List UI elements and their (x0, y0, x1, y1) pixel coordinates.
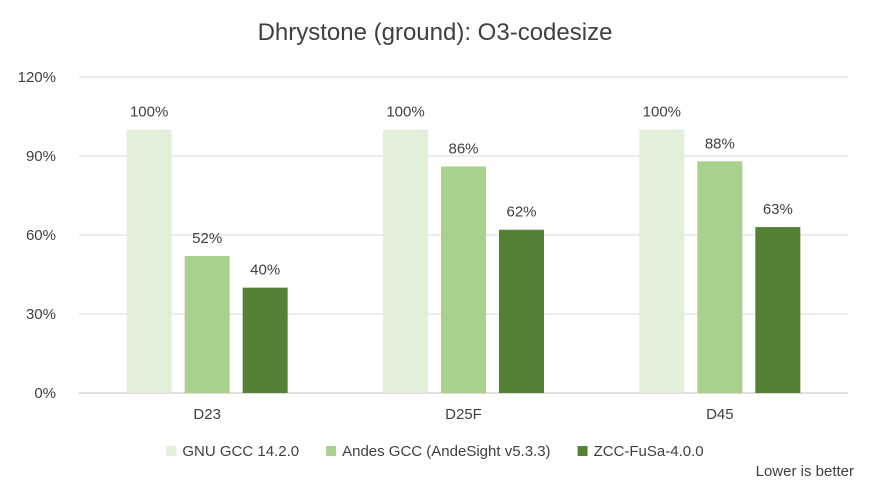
legend-swatch (166, 446, 177, 456)
x-axis-categories: D23 D25F D45 (193, 406, 733, 423)
chart-title: Dhrystone (ground): O3-codesize (258, 19, 613, 46)
y-tick-label: 30% (26, 306, 56, 323)
legend-label: GNU GCC 14.2.0 (182, 443, 299, 460)
bar-d25f-series-3 (499, 229, 544, 393)
category-label-d45: D45 (706, 406, 734, 423)
legend-swatch (577, 446, 588, 456)
bar-d45-series-1 (639, 129, 685, 393)
legend-swatch (326, 446, 337, 456)
bars (126, 129, 801, 393)
data-label: 86% (448, 141, 478, 158)
legend-label: Andes GCC (AndeSight v5.3.3) (342, 443, 550, 460)
data-label: 62% (506, 204, 536, 221)
y-axis-ticks: 0% 30% 60% 90% 120% (18, 69, 56, 402)
data-label: 100% (130, 104, 168, 121)
data-label: 100% (386, 104, 424, 121)
bar-d23-series-2 (184, 256, 230, 393)
y-tick-label: 90% (26, 148, 56, 165)
bar-d45-series-3 (755, 227, 801, 393)
legend-item-1: GNU GCC 14.2.0 (166, 443, 299, 460)
y-tick-label: 0% (34, 385, 56, 402)
category-label-d25f: D25F (445, 406, 482, 423)
data-label: 100% (643, 104, 681, 121)
bar-d23-series-1 (126, 129, 172, 393)
y-tick-label: 120% (18, 69, 56, 86)
category-label-d23: D23 (193, 406, 221, 423)
y-tick-label: 60% (26, 227, 56, 244)
bar-d25f-series-1 (383, 129, 428, 393)
data-label: 63% (763, 201, 793, 218)
data-label: 40% (250, 262, 280, 279)
data-labels: 100% 52% 40% 100% 86% 62% 100% 88% 63% (130, 104, 793, 279)
legend-item-3: ZCC-FuSa-4.0.0 (577, 443, 704, 460)
annotation-lower-is-better: Lower is better (756, 463, 854, 480)
bar-d45-series-2 (697, 161, 743, 393)
legend: GNU GCC 14.2.0 Andes GCC (AndeSight v5.3.… (166, 443, 704, 460)
data-label: 88% (705, 135, 735, 152)
legend-item-2: Andes GCC (AndeSight v5.3.3) (326, 443, 551, 460)
data-label: 52% (192, 230, 222, 247)
legend-label: ZCC-FuSa-4.0.0 (594, 443, 704, 460)
bar-d25f-series-2 (441, 166, 486, 393)
bar-d23-series-3 (242, 287, 288, 393)
